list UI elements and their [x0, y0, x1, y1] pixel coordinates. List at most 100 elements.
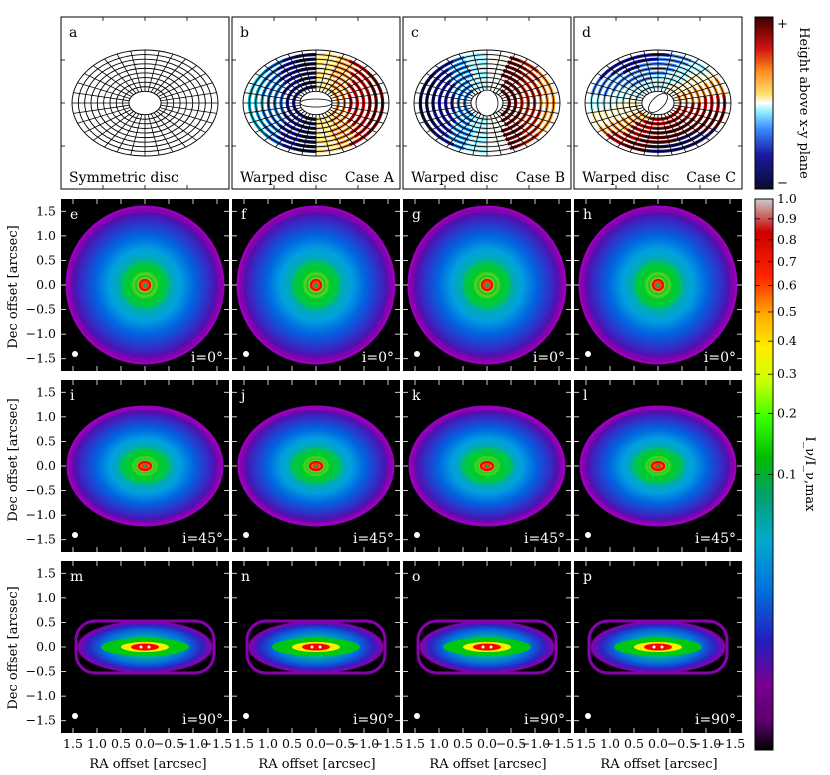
x-tick-label: −1.0: [520, 736, 550, 751]
grid-spoke: [671, 73, 719, 97]
grid-spoke: [244, 104, 301, 114]
grid-spoke: [426, 73, 474, 97]
x-axis-label-4: RA offset [arcsec]: [600, 757, 717, 772]
height-colorbar-plus: +: [777, 17, 788, 32]
height-colorbar: + − Height above x-y plane: [754, 16, 811, 191]
panel-letter: n: [241, 569, 250, 585]
inclination-label: i=45°: [524, 531, 565, 547]
inner-ring: [479, 460, 495, 472]
beam-marker: [72, 532, 78, 538]
image-panel-m: mi=90°1.51.00.50.0−0.5−1.0−1.51.5 1.0 0.5 0…: [26, 561, 232, 751]
x-tick-label: −1.0: [178, 736, 208, 751]
colorbar-tick-label: 1.0: [777, 191, 797, 206]
inclination-label: i=90°: [695, 712, 736, 728]
panel-letter: h: [583, 207, 592, 223]
beam-marker: [72, 351, 78, 357]
grid-spoke: [158, 109, 206, 133]
beam-marker: [585, 351, 591, 357]
grid-spoke: [446, 112, 479, 148]
x-tick-label: 0.5: [282, 736, 302, 751]
y-tick-label: −1.0: [26, 688, 56, 703]
grid-spoke: [660, 114, 673, 156]
image-panel-j: j i=45°: [232, 380, 400, 552]
inclination-label: i=0°: [533, 350, 565, 366]
y-tick-label: 1.5: [36, 203, 56, 218]
disc-outer-rim: [408, 405, 566, 527]
grid-spoke: [93, 110, 134, 141]
grid-spoke: [77, 82, 131, 99]
disc-outer-rim: [245, 619, 387, 675]
grid-spoke: [501, 82, 555, 99]
core-spot: [660, 645, 664, 649]
grid-spoke: [104, 112, 137, 148]
x-tick-label: −0.5: [325, 736, 355, 751]
grid-spoke: [73, 92, 130, 102]
grid-spoke: [498, 65, 539, 96]
grid-spoke: [275, 112, 308, 148]
grid-spoke: [502, 104, 559, 114]
x-axis-label-2: RA offset [arcsec]: [258, 757, 375, 772]
grid-spoke: [331, 104, 388, 114]
panel-letter: i: [70, 388, 75, 404]
grid-spoke: [329, 73, 377, 97]
grid-spoke: [324, 58, 357, 94]
grid-spoke: [419, 107, 473, 124]
grid-spoke: [147, 114, 160, 156]
disc-outer-rim: [237, 405, 395, 527]
center-dot: [656, 464, 660, 468]
y-tick-label: −0.5: [26, 302, 56, 317]
center-dot: [485, 464, 489, 468]
grid-spoke: [597, 73, 645, 97]
grid-spoke: [502, 92, 559, 102]
inner-ring: [137, 460, 153, 472]
grid-spoke: [458, 53, 482, 93]
panel-letter: k: [412, 388, 421, 404]
disc-outer-rim: [416, 619, 558, 675]
image-panel-g: g i=0°: [403, 199, 571, 371]
beam-marker: [585, 532, 591, 538]
panel-letter: p: [583, 569, 592, 585]
grid-spoke: [672, 107, 726, 124]
inclination-label: i=45°: [353, 531, 394, 547]
y-tick-label: −1.0: [26, 326, 56, 341]
grid-spoke: [329, 109, 377, 133]
x-tick-label: 1.0: [600, 736, 620, 751]
grid-spoke: [264, 110, 305, 141]
center-dot: [656, 283, 660, 287]
image-panel-k: k i=45°: [403, 380, 571, 552]
y-tick-label: 1.0: [36, 228, 56, 243]
height-colorbar-gradient: [754, 16, 774, 190]
colorbar-tick-label: 0.5: [777, 304, 797, 319]
height-colorbar-label: Height above x-y plane: [796, 27, 811, 179]
grid-spoke: [275, 58, 308, 94]
colorbar-tick-label: 0.6: [777, 278, 797, 293]
panel-letter: g: [412, 207, 421, 223]
grid-spoke: [248, 107, 302, 124]
core-emission: [644, 643, 672, 651]
colorbar-tick-label: 0.9: [777, 211, 797, 226]
beam-marker: [585, 713, 591, 719]
x-tick-label: 0.0: [306, 736, 326, 751]
x-tick-label: 0.5: [111, 736, 131, 751]
center-dot: [485, 283, 489, 287]
x-axis-label-3: RA offset [arcsec]: [429, 757, 546, 772]
beam-marker: [414, 351, 420, 357]
grid-spoke: [590, 107, 644, 124]
grid-spoke: [435, 65, 476, 96]
y-tick-label: 0.0: [36, 458, 56, 473]
grid-spoke: [255, 73, 303, 97]
panel-letter: c: [411, 25, 419, 41]
grid-spoke: [472, 114, 485, 156]
grid-spoke: [104, 58, 137, 94]
grid-spoke: [158, 73, 206, 97]
x-tick-label: 1.0: [429, 736, 449, 751]
x-tick-label: 0.0: [135, 736, 155, 751]
grid-spoke: [327, 65, 368, 96]
x-tick-label: 0.5: [453, 736, 473, 751]
y-tick-label: 1.5: [36, 384, 56, 399]
grid-spoke: [501, 107, 555, 124]
image-panel-n: n i=90° 1.5 1.0 0.5 0.0−0.5−1.0−1.5: [232, 561, 403, 751]
panel-caption: Warped disc: [411, 170, 498, 186]
grid-spoke: [419, 82, 473, 99]
